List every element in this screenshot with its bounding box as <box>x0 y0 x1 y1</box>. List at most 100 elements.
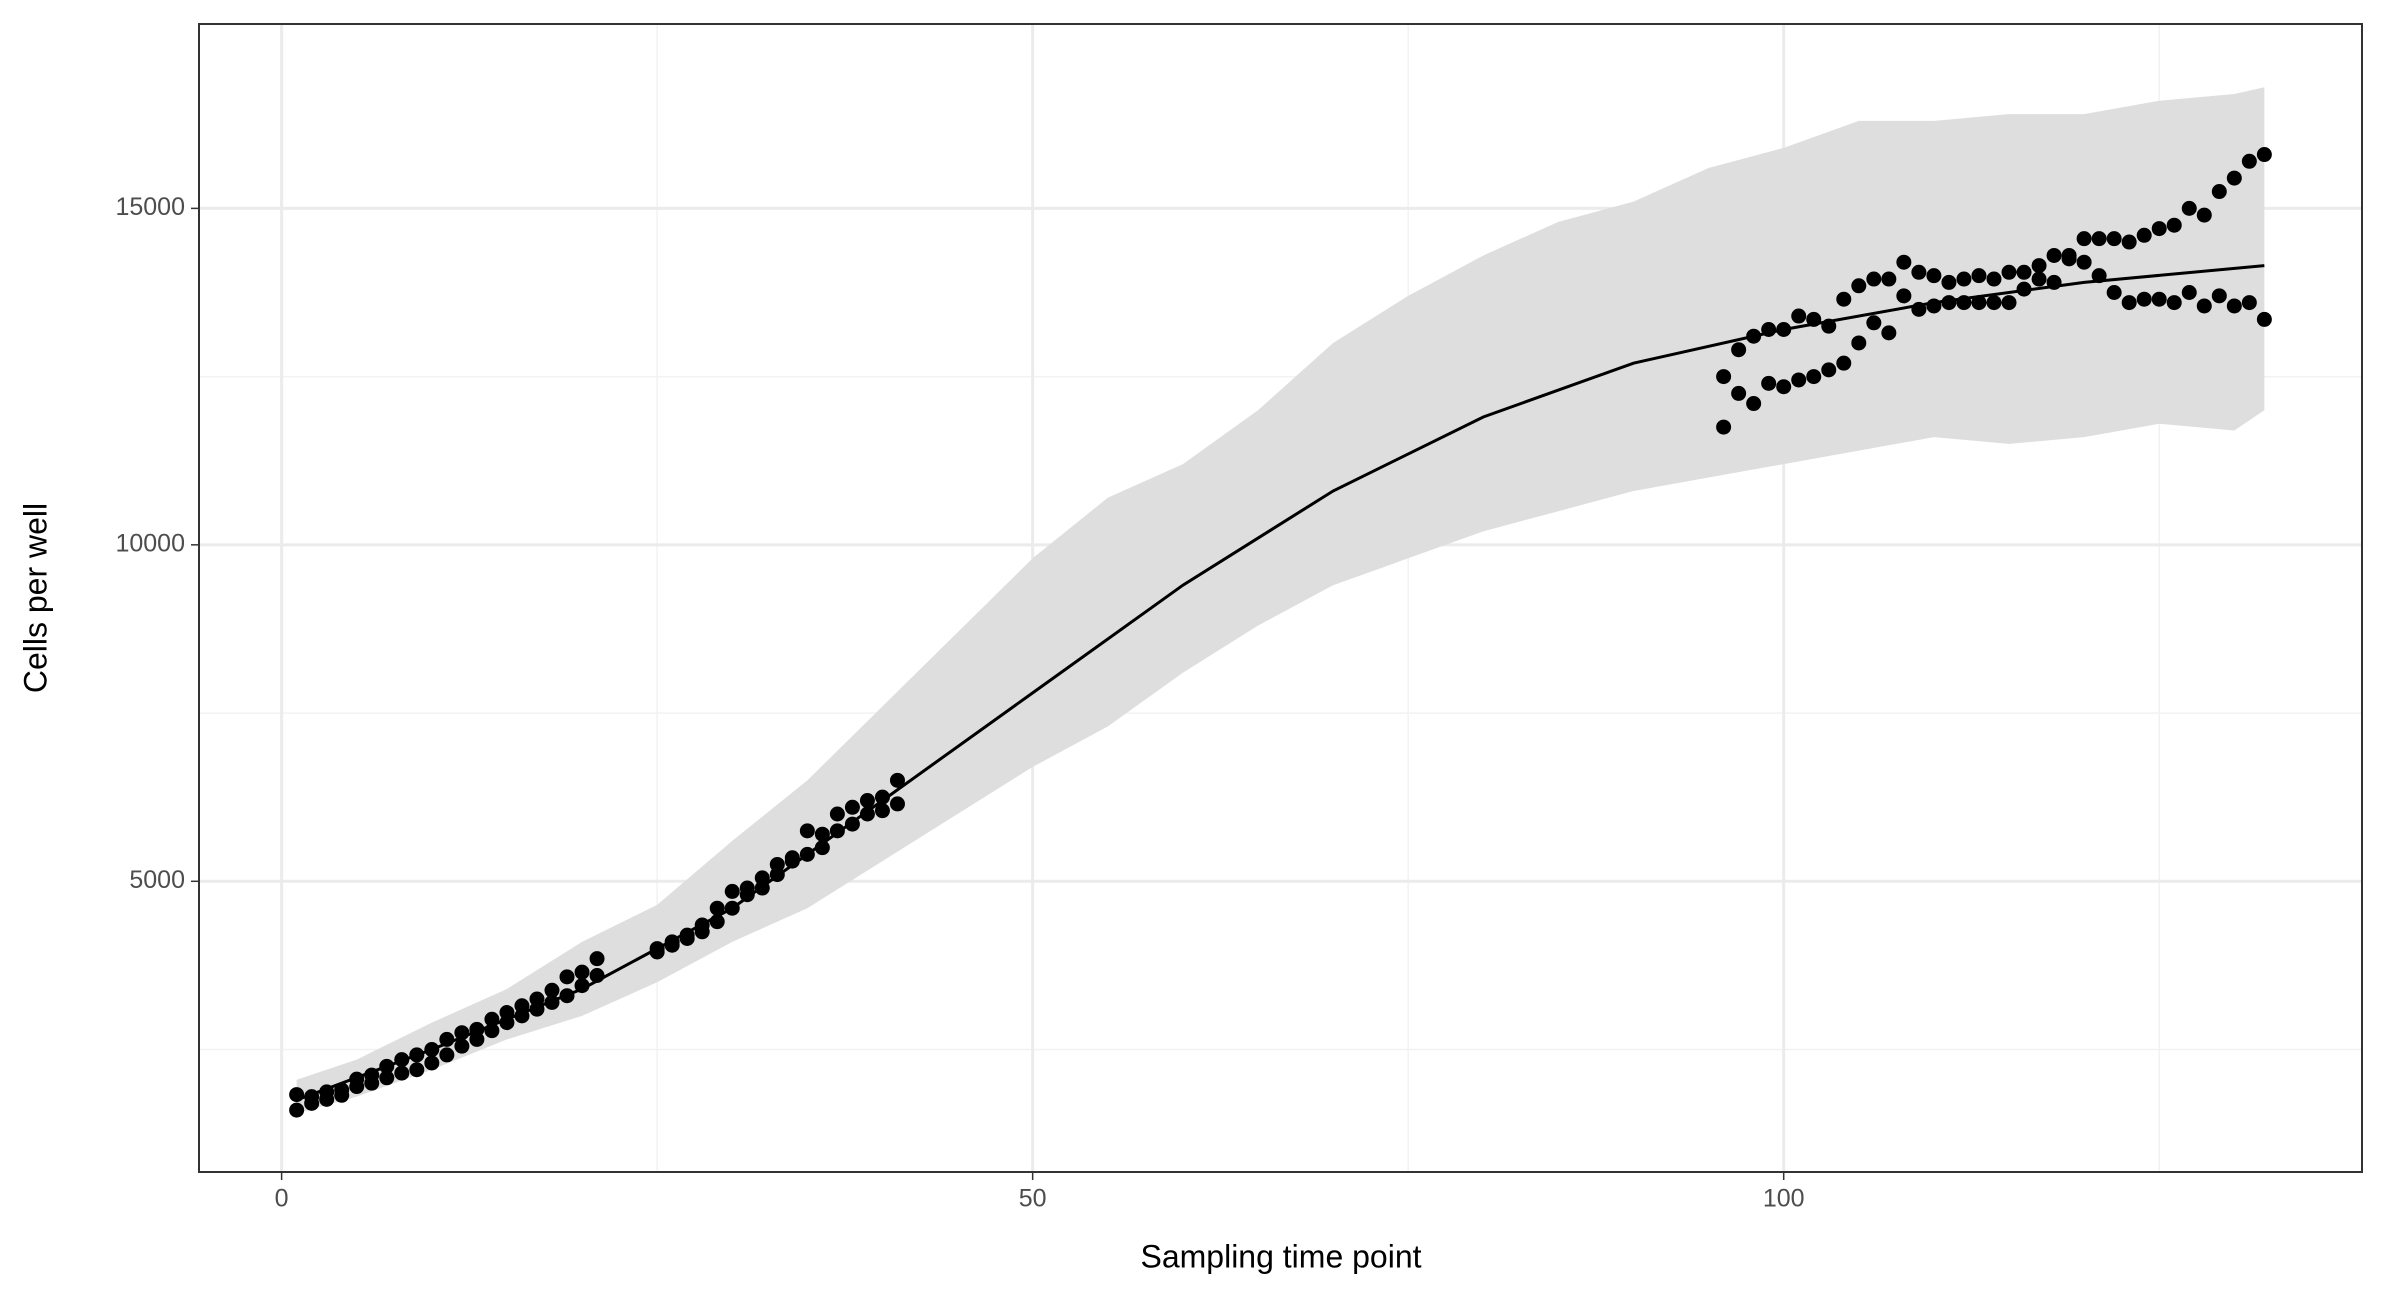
data-point <box>1791 372 1807 388</box>
data-point <box>1986 271 2002 287</box>
data-point <box>2121 295 2137 311</box>
data-point <box>544 982 560 998</box>
data-point <box>739 880 755 896</box>
data-point <box>1851 278 1867 294</box>
data-point <box>2106 231 2122 247</box>
data-point <box>2181 200 2197 216</box>
data-point <box>1731 385 1747 401</box>
data-point <box>1746 328 1762 344</box>
data-point <box>2136 227 2152 243</box>
data-point <box>1971 268 1987 284</box>
data-point <box>1881 325 1897 341</box>
data-point <box>2151 291 2167 307</box>
data-point <box>859 793 875 809</box>
data-point <box>2046 247 2062 263</box>
data-point <box>2076 254 2092 270</box>
data-point <box>2031 271 2047 287</box>
data-point <box>1896 254 1912 270</box>
data-point <box>1851 335 1867 351</box>
data-point <box>394 1065 410 1081</box>
data-point <box>874 789 890 805</box>
data-point <box>709 900 725 916</box>
x-tick-label: 50 <box>1019 1185 1047 1213</box>
data-point <box>1941 274 1957 290</box>
data-point <box>2106 284 2122 300</box>
data-point <box>394 1052 410 1068</box>
data-point <box>484 1023 500 1039</box>
data-point <box>844 799 860 815</box>
data-point <box>889 772 905 788</box>
data-point <box>814 840 830 856</box>
data-point <box>1911 301 1927 317</box>
data-point <box>529 991 545 1007</box>
data-point <box>2196 207 2212 223</box>
data-point <box>1896 288 1912 304</box>
data-point <box>1836 355 1852 371</box>
data-point <box>814 826 830 842</box>
data-point <box>439 1047 455 1063</box>
data-point <box>334 1082 350 1098</box>
data-point <box>469 1021 485 1037</box>
data-point <box>844 816 860 832</box>
x-tick-label: 100 <box>1763 1185 1805 1213</box>
data-point <box>1806 369 1822 385</box>
data-point <box>1866 271 1882 287</box>
data-point <box>2136 291 2152 307</box>
data-point <box>2016 281 2032 297</box>
data-point <box>829 806 845 822</box>
y-tick-label: 10000 <box>115 529 185 557</box>
data-point <box>1791 308 1807 324</box>
data-point <box>499 1005 515 1021</box>
data-point <box>1776 322 1792 338</box>
data-point <box>2001 264 2017 280</box>
data-point <box>559 988 575 1004</box>
data-point <box>289 1087 305 1103</box>
data-point <box>319 1084 335 1100</box>
data-point <box>664 934 680 950</box>
data-point <box>484 1011 500 1027</box>
data-point <box>1866 315 1882 331</box>
data-point <box>889 796 905 812</box>
data-point <box>544 994 560 1010</box>
data-point <box>1731 342 1747 358</box>
data-point <box>709 914 725 930</box>
data-point <box>1911 264 1927 280</box>
data-point <box>364 1067 380 1083</box>
data-point <box>784 850 800 866</box>
data-point <box>589 951 605 967</box>
data-point <box>514 998 530 1014</box>
data-point <box>424 1055 440 1071</box>
data-point <box>2151 221 2167 237</box>
data-point <box>859 806 875 822</box>
data-point <box>1971 295 1987 311</box>
data-point <box>304 1089 320 1105</box>
panel-border <box>198 23 2363 1173</box>
data-point <box>1716 419 1732 435</box>
data-point <box>649 941 665 957</box>
data-point <box>2256 311 2272 327</box>
data-point <box>379 1058 395 1074</box>
data-point <box>1821 318 1837 334</box>
data-point <box>1881 271 1897 287</box>
fit-line <box>296 264 2265 1102</box>
data-point <box>1986 295 2002 311</box>
data-point <box>1716 369 1732 385</box>
data-point <box>799 823 815 839</box>
data-point <box>1821 362 1837 378</box>
y-tick-label: 5000 <box>129 866 185 894</box>
data-point <box>454 1025 470 1041</box>
data-point <box>454 1038 470 1054</box>
data-point <box>2241 153 2257 169</box>
data-point <box>349 1071 365 1087</box>
data-point <box>769 856 785 872</box>
data-point <box>2001 295 2017 311</box>
data-point <box>2181 284 2197 300</box>
data-point <box>2121 234 2137 250</box>
data-point <box>2226 170 2242 186</box>
x-axis-title: Sampling time point <box>1140 1238 1421 1274</box>
data-point <box>289 1102 305 1118</box>
data-point <box>2256 147 2272 163</box>
data-point <box>874 803 890 819</box>
data-point <box>1941 295 1957 311</box>
